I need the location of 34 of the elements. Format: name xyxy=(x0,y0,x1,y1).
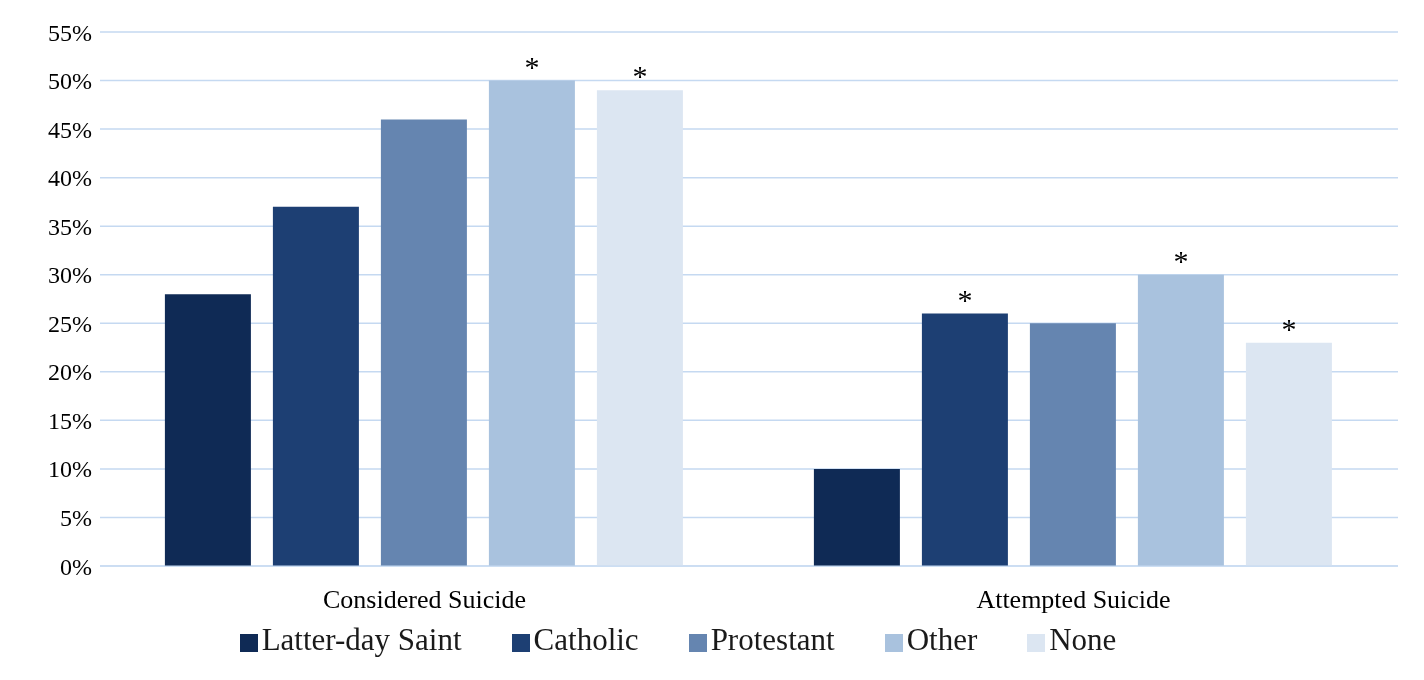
data-label: * xyxy=(1173,243,1189,277)
legend-label: Protestant xyxy=(710,622,835,657)
y-tick-label: 5% xyxy=(60,504,92,531)
y-tick-label: 15% xyxy=(48,407,92,434)
bar xyxy=(1137,274,1224,566)
bar xyxy=(596,90,683,566)
y-tick-label: 50% xyxy=(48,68,92,95)
legend-label: Other xyxy=(906,622,978,657)
bar xyxy=(272,206,359,566)
y-tick-label: 40% xyxy=(48,165,92,192)
bar xyxy=(1245,342,1332,566)
y-tick-label: 25% xyxy=(48,310,92,337)
legend-label: None xyxy=(1049,622,1117,657)
x-tick-label: Attempted Suicide xyxy=(976,585,1171,615)
y-tick-label: 45% xyxy=(48,116,92,143)
bar xyxy=(921,313,1008,566)
data-label: * xyxy=(957,282,973,316)
y-tick-label: 0% xyxy=(60,553,92,580)
y-tick-label: 30% xyxy=(48,262,92,289)
bar xyxy=(1029,323,1116,566)
y-tick-label: 55% xyxy=(48,19,92,46)
bar xyxy=(380,119,467,566)
x-tick-label: Considered Suicide xyxy=(323,585,526,615)
y-tick-label: 10% xyxy=(48,456,92,483)
y-tick-label: 35% xyxy=(48,213,92,240)
bar xyxy=(488,80,575,566)
legend-label: Catholic xyxy=(533,622,639,657)
bar xyxy=(164,294,251,566)
y-tick-label: 20% xyxy=(48,359,92,386)
data-label: * xyxy=(524,49,540,83)
data-label: * xyxy=(632,59,648,93)
data-label: * xyxy=(1281,311,1297,345)
legend-label: Latter-day Saint xyxy=(261,622,462,657)
bar xyxy=(813,468,900,566)
